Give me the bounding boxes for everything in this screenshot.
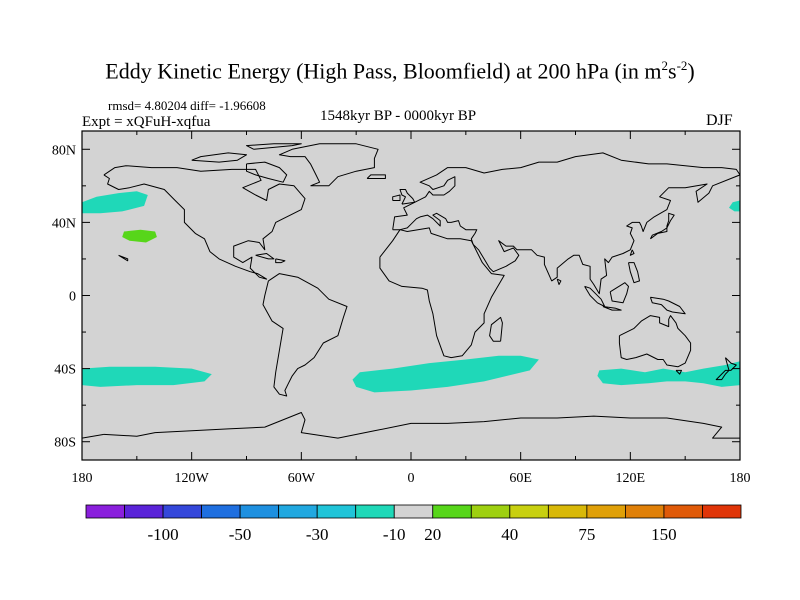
colorbar-label: -30: [306, 525, 329, 544]
x-tick-label: 120W: [175, 471, 210, 486]
colorbar-swatch: [625, 504, 665, 519]
coastline-17: [602, 306, 622, 311]
colorbar-swatch: [470, 504, 511, 519]
coastline-11: [399, 189, 416, 205]
y-tick-label: 0: [69, 290, 76, 305]
coastline-3: [392, 152, 740, 295]
coastline-6: [82, 433, 104, 439]
coastline-14: [649, 212, 675, 240]
season-label: DJF: [706, 112, 733, 129]
colorbar-swatch: [663, 504, 703, 519]
colorbar-label: 75: [578, 525, 595, 544]
coastline-24: [255, 253, 275, 260]
colorbar-swatch: [702, 504, 742, 519]
colorbar: -100 -50 -30 -10 20 40 75 150: [85, 504, 742, 544]
coastline-9: [191, 152, 247, 163]
x-tick-label: 180: [730, 471, 751, 486]
pacific-positive-anomaly: [122, 229, 157, 243]
x-axis: 180 120W 60W 0 60E 120E 180: [72, 131, 751, 486]
experiment-label: Expt = xQFuH-xqfua: [82, 114, 211, 130]
x-tick-label: 120E: [616, 471, 646, 486]
rmsd-stats: rmsd= 4.80204 diff= -1.96608: [108, 98, 266, 113]
coastline-22: [715, 357, 737, 381]
x-tick-label: 60W: [288, 471, 316, 486]
coastlines: [82, 143, 740, 439]
coastline-20: [628, 262, 640, 284]
colorbar-swatch: [432, 504, 472, 519]
coastline-0: [103, 165, 306, 280]
coastline-7: [278, 143, 379, 187]
coastline-18: [609, 282, 629, 304]
period-label: 1548kyr BP - 0000kyr BP: [320, 108, 477, 124]
colorbar-swatch: [239, 504, 280, 519]
coastline-26: [556, 278, 562, 285]
coastline-8: [246, 161, 288, 183]
map-background: [82, 131, 740, 460]
north-atlantic-east-anomaly: [729, 200, 740, 212]
colorbar-label: -10: [383, 525, 406, 544]
colorbar-swatch: [316, 504, 357, 519]
colorbar-swatch: [586, 504, 626, 519]
x-tick-label: 60E: [509, 471, 532, 486]
south-pacific-anomaly: [82, 366, 212, 387]
colorbar-swatch: [278, 504, 318, 519]
coastline-27: [118, 254, 129, 262]
colorbar-swatch: [509, 504, 549, 519]
colorbar-label: -100: [148, 525, 179, 544]
colorbar-swatch: [201, 504, 241, 519]
coastline-5: [103, 412, 740, 439]
north-pacific-anomaly: [82, 191, 148, 214]
coastline-2: [379, 227, 505, 359]
colorbar-label: 20: [424, 525, 441, 544]
south-atlantic-indian-anomaly: [352, 355, 539, 393]
colorbar-label: 40: [501, 525, 518, 544]
coastline-19: [649, 296, 686, 315]
anomaly-regions: [82, 191, 740, 393]
x-tick-label: 0: [408, 471, 415, 486]
colorbar-swatch: [85, 504, 125, 519]
colorbar-swatch: [162, 504, 202, 519]
colorbar-swatch: [547, 504, 588, 519]
y-tick-label: 40N: [52, 216, 76, 231]
coastline-10: [246, 143, 302, 150]
chart-title: Eddy Kinetic Energy (High Pass, Bloomfie…: [105, 58, 695, 84]
y-tick-label: 40S: [54, 363, 76, 378]
coastline-12: [392, 194, 401, 201]
coastline-4: [618, 315, 692, 368]
colorbar-label: 150: [651, 525, 677, 544]
y-tick-label: 80S: [54, 436, 76, 451]
y-axis: 80N 40N 0 40S 80S: [52, 143, 740, 451]
colorbar-label: -50: [229, 525, 252, 544]
coastline-13: [366, 174, 386, 179]
south-indian-pacific-anomaly: [597, 361, 740, 387]
y-tick-label: 80N: [52, 143, 76, 158]
coastline-25: [275, 258, 286, 264]
coastline-1: [262, 273, 348, 397]
colorbar-swatch: [124, 504, 164, 519]
colorbar-swatch: [393, 504, 434, 519]
coastline-15: [489, 316, 503, 342]
colorbar-swatch: [355, 504, 395, 519]
coastline-23: [675, 369, 682, 375]
coastline-21: [629, 249, 635, 256]
x-tick-label: 180: [72, 471, 93, 486]
